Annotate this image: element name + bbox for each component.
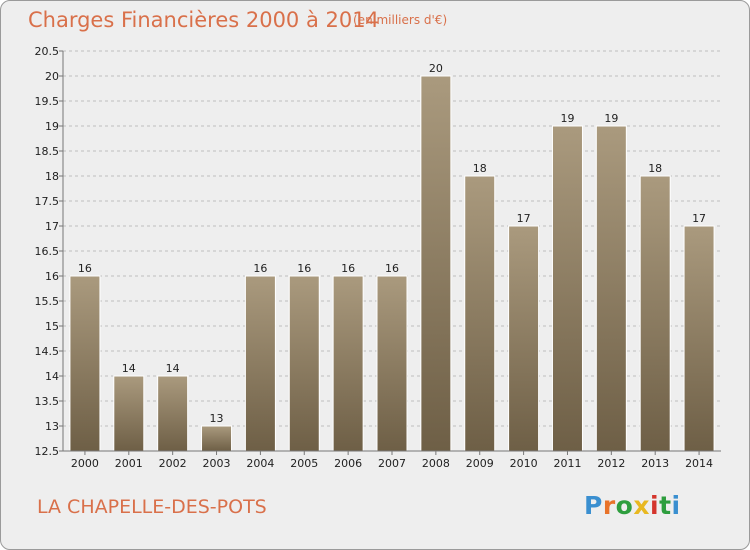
y-tick-label: 20.5 [35,45,60,58]
bar-2005 [288,275,320,452]
y-tick-label: 18.5 [35,145,60,158]
y-tick-label: 14 [45,370,59,383]
proxiti-logo: Proxiti [584,491,681,520]
logo-letter: o [615,491,634,520]
bar-2007 [376,275,408,452]
bar-2003 [201,425,233,452]
data-label-2005: 16 [297,262,311,275]
logo-letter: i [650,491,660,520]
chart-title: Charges Financières 2000 à 2014 [28,8,379,32]
data-label-2000: 16 [78,262,92,275]
y-tick-label: 16.5 [35,245,60,258]
logo-letter: P [584,491,603,520]
bar-2004 [244,275,276,452]
labels: 12.5 13 13.5 14 14.5 15 15.5 16 16.5 17 17.5 18 18.5… [35,45,714,470]
logo-letter: x [633,491,650,520]
bar-2000 [69,275,101,452]
axes [59,50,721,455]
data-label-2011: 19 [560,112,574,125]
data-label-2013: 18 [648,162,662,175]
y-tick-label: 13.5 [35,395,60,408]
chart-subtitle: (en milliers d'€) [353,13,448,27]
y-tick-label: 12.5 [35,445,60,458]
y-tick-label: 15 [45,320,59,333]
data-label-2001: 14 [122,362,136,375]
x-tick-label-2009: 2009 [466,457,494,470]
bar-2009 [464,175,496,452]
x-tick-label-2013: 2013 [641,457,669,470]
bar-2010 [508,225,540,452]
data-label-2008: 20 [429,62,443,75]
x-tick-label-2011: 2011 [553,457,581,470]
bars [69,75,715,452]
y-tick-label: 17 [45,220,59,233]
y-tick-label: 13 [45,420,59,433]
x-tick-label-2002: 2002 [159,457,187,470]
x-tick-label-2004: 2004 [246,457,274,470]
data-label-2007: 16 [385,262,399,275]
bar-2006 [332,275,364,452]
x-tick-label-2005: 2005 [290,457,318,470]
data-label-2009: 18 [473,162,487,175]
data-label-2014: 17 [692,212,706,225]
data-label-2012: 19 [604,112,618,125]
y-tick-label: 15.5 [35,295,60,308]
data-label-2010: 17 [517,212,531,225]
y-tick-label: 17.5 [35,195,60,208]
data-label-2006: 16 [341,262,355,275]
y-tick-label: 18 [45,170,59,183]
logo-letter: r [602,491,616,520]
x-tick-label-2014: 2014 [685,457,713,470]
data-label-2004: 16 [253,262,267,275]
x-tick-label-2012: 2012 [597,457,625,470]
x-tick-label-2006: 2006 [334,457,362,470]
bar-2002 [157,375,189,452]
y-tick-label: 20 [45,70,59,83]
y-tick-label: 19.5 [35,95,60,108]
y-tick-label: 19 [45,120,59,133]
y-tick-label: 14.5 [35,345,60,358]
x-tick-label-2001: 2001 [115,457,143,470]
bar-2014 [683,225,715,452]
x-tick-label-2000: 2000 [71,457,99,470]
x-tick-label-2010: 2010 [510,457,538,470]
x-tick-label-2003: 2003 [203,457,231,470]
bar-2008 [420,75,452,452]
bar-2011 [551,125,583,452]
data-label-2002: 14 [166,362,180,375]
data-label-2003: 13 [210,412,224,425]
bar-2001 [113,375,145,452]
bar-2012 [595,125,627,452]
logo-letter: t [659,491,672,520]
logo-letter: i [671,491,681,520]
x-tick-label-2008: 2008 [422,457,450,470]
bar-2013 [639,175,671,452]
city-name: LA CHAPELLE-DES-POTS [37,496,267,518]
y-tick-label: 16 [45,270,59,283]
x-tick-label-2007: 2007 [378,457,406,470]
